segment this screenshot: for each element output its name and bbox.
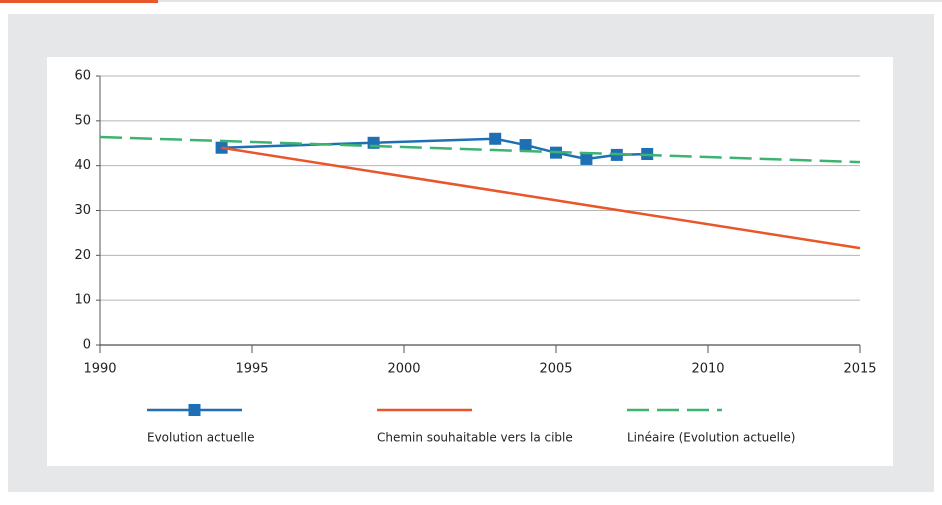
series-line [221,146,861,250]
y-tick-label: 60 [74,69,91,84]
legend-label: Linéaire (Evolution actuelle) [627,431,795,445]
card [47,57,893,466]
x-tick-label: 2015 [843,362,876,377]
x-tick-label: 2000 [387,362,420,377]
marker [489,132,502,145]
y-tick-label: 20 [74,248,91,263]
series-line [99,135,861,164]
y-tick-label: 40 [74,158,91,173]
x-tick-label: 2005 [539,362,572,377]
x-tick-label: 1990 [83,362,116,377]
y-tick-label: 50 [74,113,91,128]
y-tick-label: 0 [83,338,91,353]
y-tick-label: 30 [74,203,91,218]
marker [519,139,532,152]
legend-marker [188,404,201,416]
x-tick-label: 1995 [235,362,268,377]
accent-bar [0,0,158,3]
marker [580,152,593,165]
x-tick-label: 2010 [691,362,724,377]
legend-label: Chemin souhaitable vers la cible [377,431,573,445]
top-rule [158,0,942,2]
y-tick-label: 10 [74,293,91,308]
legend-label: Evolution actuelle [147,431,254,445]
